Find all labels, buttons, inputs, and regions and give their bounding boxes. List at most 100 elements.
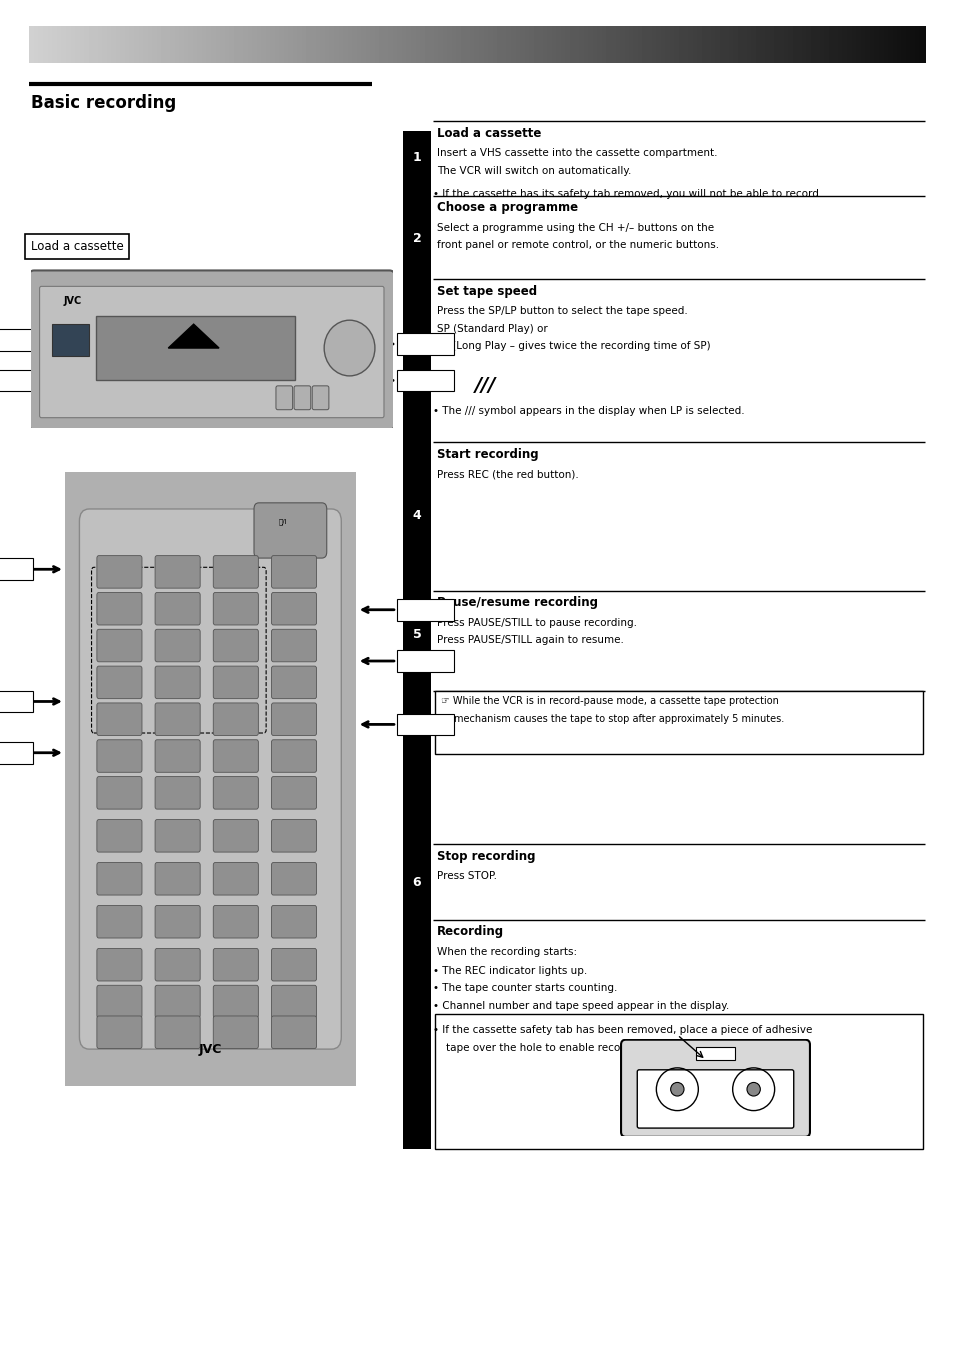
FancyBboxPatch shape xyxy=(213,948,258,981)
FancyBboxPatch shape xyxy=(97,948,142,981)
Bar xyxy=(52,324,89,356)
FancyBboxPatch shape xyxy=(272,905,316,938)
Text: front panel or remote control, or the numeric buttons.: front panel or remote control, or the nu… xyxy=(436,240,719,250)
Text: • If the cassette safety tab has been removed, place a piece of adhesive: • If the cassette safety tab has been re… xyxy=(433,1025,812,1035)
Bar xyxy=(0,558,33,580)
FancyBboxPatch shape xyxy=(213,739,258,772)
FancyBboxPatch shape xyxy=(213,820,258,853)
FancyBboxPatch shape xyxy=(155,985,200,1017)
FancyBboxPatch shape xyxy=(213,703,258,735)
Text: • The REC indicator lights up.: • The REC indicator lights up. xyxy=(433,966,587,975)
Text: Press PAUSE/STILL to pause recording.: Press PAUSE/STILL to pause recording. xyxy=(436,618,637,627)
FancyBboxPatch shape xyxy=(97,739,142,772)
Text: ///: /// xyxy=(475,376,496,395)
FancyBboxPatch shape xyxy=(155,592,200,625)
FancyBboxPatch shape xyxy=(155,1016,200,1048)
FancyBboxPatch shape xyxy=(272,666,316,699)
Circle shape xyxy=(746,1082,760,1095)
FancyBboxPatch shape xyxy=(97,777,142,809)
FancyBboxPatch shape xyxy=(97,905,142,938)
Bar xyxy=(435,691,923,754)
Text: ⏻/I: ⏻/I xyxy=(278,518,287,525)
Circle shape xyxy=(670,1082,683,1095)
FancyBboxPatch shape xyxy=(155,629,200,662)
Bar xyxy=(435,1014,923,1149)
FancyBboxPatch shape xyxy=(97,556,142,588)
FancyBboxPatch shape xyxy=(213,905,258,938)
Text: 3: 3 xyxy=(412,371,421,384)
Text: 5: 5 xyxy=(412,627,421,641)
FancyBboxPatch shape xyxy=(213,556,258,588)
FancyBboxPatch shape xyxy=(155,862,200,894)
FancyBboxPatch shape xyxy=(275,386,293,410)
FancyBboxPatch shape xyxy=(272,739,316,772)
Bar xyxy=(396,599,454,621)
FancyBboxPatch shape xyxy=(155,666,200,699)
FancyBboxPatch shape xyxy=(97,820,142,853)
Text: The VCR will switch on automatically.: The VCR will switch on automatically. xyxy=(436,166,631,175)
Text: SP (Standard Play) or: SP (Standard Play) or xyxy=(436,324,547,333)
Bar xyxy=(402,131,431,1149)
Text: • The /// symbol appears in the display when LP is selected.: • The /// symbol appears in the display … xyxy=(433,406,744,415)
FancyBboxPatch shape xyxy=(312,386,329,410)
FancyBboxPatch shape xyxy=(272,1016,316,1048)
FancyBboxPatch shape xyxy=(155,948,200,981)
FancyBboxPatch shape xyxy=(213,592,258,625)
Bar xyxy=(396,650,454,672)
FancyBboxPatch shape xyxy=(97,703,142,735)
FancyBboxPatch shape xyxy=(97,629,142,662)
FancyBboxPatch shape xyxy=(272,777,316,809)
Text: ☞ While the VCR is in record-pause mode, a cassette tape protection: ☞ While the VCR is in record-pause mode,… xyxy=(440,696,778,706)
Text: mechanism causes the tape to stop after approximately 5 minutes.: mechanism causes the tape to stop after … xyxy=(454,714,783,723)
Text: • If the cassette has its safety tab removed, you will not be able to record.: • If the cassette has its safety tab rem… xyxy=(433,189,821,198)
FancyBboxPatch shape xyxy=(155,905,200,938)
FancyBboxPatch shape xyxy=(253,503,326,558)
Text: Choose a programme: Choose a programme xyxy=(436,201,578,214)
Circle shape xyxy=(324,320,375,376)
FancyBboxPatch shape xyxy=(272,703,316,735)
FancyBboxPatch shape xyxy=(213,629,258,662)
FancyBboxPatch shape xyxy=(155,556,200,588)
Text: Recording: Recording xyxy=(436,925,503,939)
Polygon shape xyxy=(168,324,219,348)
Text: 4: 4 xyxy=(412,509,421,522)
FancyBboxPatch shape xyxy=(97,1016,142,1048)
Bar xyxy=(0,742,33,764)
Text: Insert a VHS cassette into the cassette compartment.: Insert a VHS cassette into the cassette … xyxy=(436,148,717,158)
FancyBboxPatch shape xyxy=(272,629,316,662)
FancyBboxPatch shape xyxy=(97,592,142,625)
Bar xyxy=(0,370,33,391)
Text: Select a programme using the CH +/– buttons on the: Select a programme using the CH +/– butt… xyxy=(436,223,713,232)
Bar xyxy=(95,316,294,380)
FancyBboxPatch shape xyxy=(272,820,316,853)
Bar xyxy=(696,1047,734,1060)
FancyBboxPatch shape xyxy=(272,592,316,625)
FancyBboxPatch shape xyxy=(213,985,258,1017)
FancyBboxPatch shape xyxy=(155,703,200,735)
FancyBboxPatch shape xyxy=(155,777,200,809)
FancyBboxPatch shape xyxy=(213,777,258,809)
Text: Press PAUSE/STILL again to resume.: Press PAUSE/STILL again to resume. xyxy=(436,635,623,645)
FancyBboxPatch shape xyxy=(97,985,142,1017)
FancyBboxPatch shape xyxy=(30,429,390,1129)
FancyBboxPatch shape xyxy=(40,286,384,418)
Text: Press the SP/LP button to select the tape speed.: Press the SP/LP button to select the tap… xyxy=(436,306,687,316)
Text: When the recording starts:: When the recording starts: xyxy=(436,947,577,956)
FancyBboxPatch shape xyxy=(213,666,258,699)
Text: • The tape counter starts counting.: • The tape counter starts counting. xyxy=(433,983,617,993)
Text: Press REC (the red button).: Press REC (the red button). xyxy=(436,469,578,479)
Bar xyxy=(396,370,454,391)
FancyBboxPatch shape xyxy=(272,948,316,981)
FancyBboxPatch shape xyxy=(29,270,395,429)
Text: Set tape speed: Set tape speed xyxy=(436,285,537,298)
Text: Press STOP.: Press STOP. xyxy=(436,871,497,881)
Text: Load a cassette: Load a cassette xyxy=(436,127,540,140)
FancyBboxPatch shape xyxy=(155,739,200,772)
Text: Load a cassette: Load a cassette xyxy=(30,240,123,254)
Bar xyxy=(0,329,33,351)
FancyBboxPatch shape xyxy=(294,386,311,410)
FancyBboxPatch shape xyxy=(213,862,258,894)
Bar xyxy=(0,691,33,712)
Text: Pause/resume recording: Pause/resume recording xyxy=(436,596,598,610)
FancyBboxPatch shape xyxy=(97,862,142,894)
